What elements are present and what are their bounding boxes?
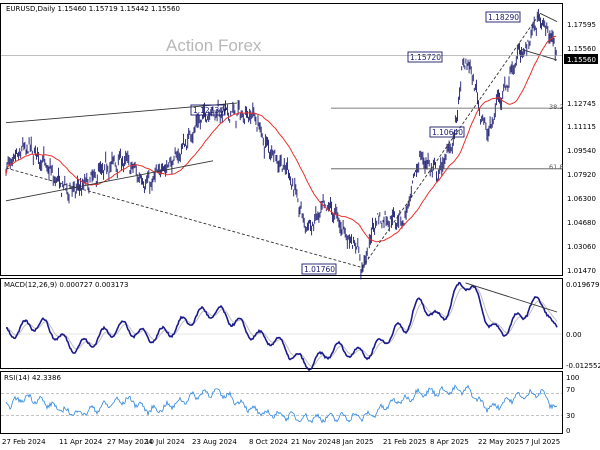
date-axis-label: 8 Jan 2025 bbox=[336, 438, 374, 446]
date-axis-label: 8 Apr 2025 bbox=[430, 438, 469, 446]
trendline-wedge-bottom bbox=[520, 48, 558, 61]
price-axis-label: 1.11115 bbox=[567, 123, 596, 131]
price-label-boxes: 1.18290 1.15720 1.12130 1.10640 1.01760 bbox=[193, 13, 519, 274]
current-price-box bbox=[564, 54, 598, 64]
series-layer bbox=[1, 8, 562, 424]
price-axis-label: 1.07920 bbox=[567, 171, 596, 179]
date-axis: 27 Feb 2024 11 Apr 2024 27 May 2024 10 J… bbox=[2, 438, 560, 446]
trendline-rise-dashed bbox=[361, 13, 541, 268]
high-label-1-15720: 1.15720 bbox=[410, 53, 441, 62]
rsi-line bbox=[5, 384, 558, 424]
price-axis: 1.17595 1.12745 1.11115 1.09540 1.07920 … bbox=[567, 21, 596, 275]
high-label-1-18290: 1.18290 bbox=[488, 13, 519, 22]
price-axis-label: 1.01470 bbox=[567, 267, 596, 275]
price-label-box bbox=[485, 11, 521, 23]
rsi-axis-label: 70 bbox=[566, 386, 575, 394]
price-axis-label: 1.03060 bbox=[567, 243, 596, 251]
price-label-box bbox=[190, 104, 226, 116]
price-axis-extra-label: 1.15560 bbox=[567, 45, 596, 53]
main-pane-header: EURUSD,Daily 1.15460 1.15719 1.15442 1.1… bbox=[6, 5, 180, 13]
fib-label-38: 38.2 bbox=[549, 103, 563, 111]
date-axis-label: 11 Apr 2024 bbox=[59, 438, 103, 446]
date-axis-label: 8 Oct 2024 bbox=[249, 438, 288, 446]
date-axis-label: 27 Feb 2024 bbox=[2, 438, 46, 446]
rsi-axis-label: 100 bbox=[566, 374, 579, 382]
trendline-wedge-top bbox=[539, 12, 558, 23]
fib-label-61: 61.8 bbox=[549, 163, 563, 171]
date-axis-label: 10 Jul 2024 bbox=[145, 438, 185, 446]
rsi-axis-label: 30 bbox=[566, 412, 575, 420]
trendline-decline-dashed bbox=[5, 167, 363, 268]
price-axis-label: 1.04680 bbox=[567, 219, 596, 227]
main-pane bbox=[0, 3, 563, 276]
price-axis-label: 1.17595 bbox=[567, 21, 596, 29]
trendline-upper-channel bbox=[5, 102, 237, 124]
rsi-axis-label: 0 bbox=[566, 427, 570, 435]
trendline-lower-channel bbox=[5, 160, 214, 202]
macd-trendline bbox=[465, 282, 558, 313]
macd-axis-label: 0.019679 bbox=[566, 281, 599, 289]
macd-line bbox=[5, 281, 558, 372]
price-axis-label: 1.06300 bbox=[567, 195, 596, 203]
high-label-1-12130: 1.12130 bbox=[193, 106, 224, 115]
watermark: Action Forex bbox=[166, 36, 262, 55]
macd-axis-label: 0.00 bbox=[566, 331, 582, 339]
rsi-pane bbox=[0, 371, 563, 434]
macd-pane-header: MACD(12,26,9) 0.000727 0.003173 bbox=[4, 281, 128, 289]
date-axis-label: 27 May 2024 bbox=[107, 438, 153, 446]
price-label-box bbox=[407, 51, 443, 63]
low-label-1-01760: 1.01760 bbox=[304, 265, 335, 274]
date-axis-label: 21 Nov 2024 bbox=[291, 438, 336, 446]
current-price-label: 1.15560 bbox=[567, 56, 596, 64]
date-axis-label: 23 Aug 2024 bbox=[192, 438, 237, 446]
price-label-box bbox=[301, 263, 337, 275]
date-axis-label: 22 May 2025 bbox=[478, 438, 524, 446]
macd-pane bbox=[0, 278, 563, 369]
moving-average-line bbox=[5, 35, 557, 243]
price-axis-label: 1.09540 bbox=[567, 147, 596, 155]
rsi-pane-header: RSI(14) 42.3386 bbox=[4, 374, 61, 382]
date-axis-label: 7 Jul 2025 bbox=[525, 438, 560, 446]
date-axis-label: 21 Feb 2025 bbox=[383, 438, 427, 446]
price-label-box bbox=[429, 126, 465, 138]
macd-axis-label: -0.012552 bbox=[566, 362, 600, 370]
low-label-1-10640: 1.10640 bbox=[432, 128, 463, 137]
price-axis-label: 1.12745 bbox=[567, 100, 596, 108]
